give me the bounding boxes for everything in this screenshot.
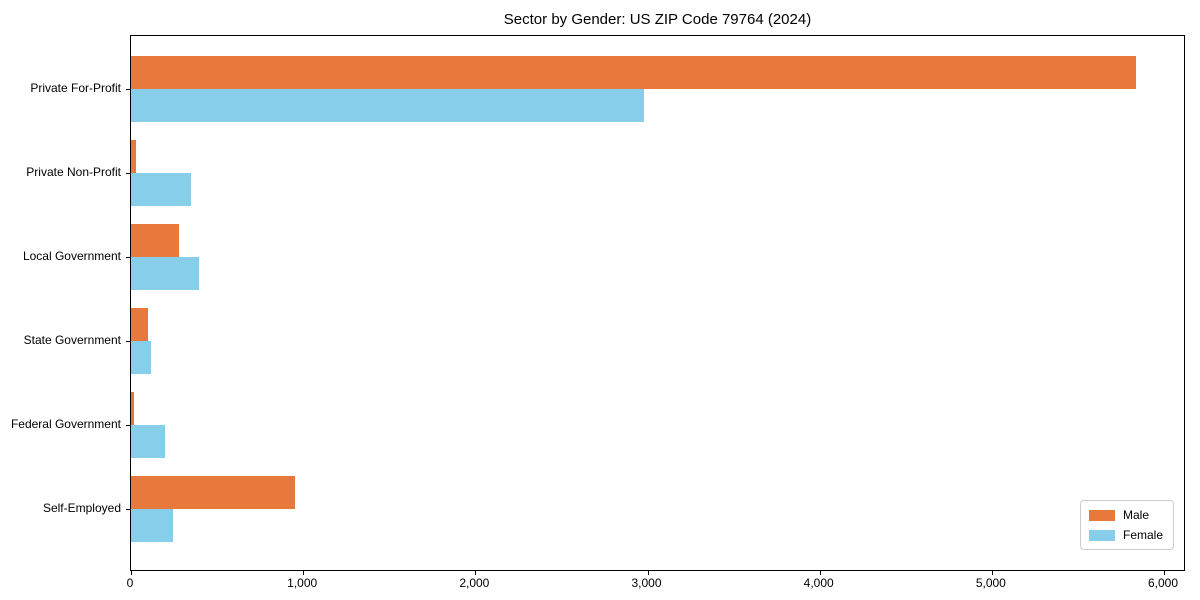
plot-area: Male Female xyxy=(126,35,1185,575)
x-tick xyxy=(303,571,305,575)
x-axis-label-2: 2,000 xyxy=(459,576,490,590)
male-series-swatch xyxy=(1088,509,1115,521)
bar-female-5 xyxy=(131,509,174,542)
x-tick xyxy=(1164,571,1165,575)
x-axis-label-6: 6,000 xyxy=(1147,576,1179,590)
x-axis-label-0: 0 xyxy=(126,576,134,590)
legend-item-male: Male xyxy=(1088,508,1163,522)
x-tick xyxy=(991,571,993,575)
bar-male-2 xyxy=(131,224,180,257)
chart-title: Sector by Gender: US ZIP Code 79764 (202… xyxy=(503,11,812,28)
female-series-swatch xyxy=(1088,529,1115,541)
y-axis-label-2: Local Government xyxy=(22,249,121,263)
y-tick xyxy=(126,509,130,510)
bar-male-1 xyxy=(131,140,137,173)
bar-female-4 xyxy=(131,425,166,458)
y-tick xyxy=(126,173,130,174)
y-axis-label-5: Self-Employed xyxy=(42,501,121,515)
bar-male-4 xyxy=(131,392,135,425)
x-tick xyxy=(475,571,477,575)
bar-male-5 xyxy=(131,476,295,509)
y-axis-label-3: State Government xyxy=(23,333,121,347)
bar-female-1 xyxy=(131,173,192,206)
legend-item-female: Female xyxy=(1088,528,1163,542)
legend: Male Female xyxy=(1079,500,1174,550)
x-axis-label-4: 4,000 xyxy=(803,576,834,590)
x-axis-label-5: 5,000 xyxy=(975,576,1006,590)
x-axis-label-3: 3,000 xyxy=(631,576,662,590)
y-axis-label-0: Private For-Profit xyxy=(30,81,121,95)
y-tick xyxy=(126,89,130,90)
y-tick xyxy=(126,257,130,258)
y-tick xyxy=(126,425,130,426)
y-tick xyxy=(126,341,130,342)
legend-label-male: Male xyxy=(1122,508,1149,522)
x-tick xyxy=(819,571,821,575)
y-axis-label-4: Federal Government xyxy=(10,417,121,431)
bar-female-0 xyxy=(131,89,645,122)
x-tick xyxy=(647,571,649,575)
bar-male-0 xyxy=(131,56,1137,89)
y-axis-label-1: Private Non-Profit xyxy=(26,165,121,179)
x-tick xyxy=(131,571,132,575)
bar-female-3 xyxy=(131,341,151,374)
bar-male-3 xyxy=(131,308,149,341)
x-axis-label-1: 1,000 xyxy=(287,576,318,590)
bar-female-2 xyxy=(131,257,199,290)
legend-label-female: Female xyxy=(1122,528,1163,542)
